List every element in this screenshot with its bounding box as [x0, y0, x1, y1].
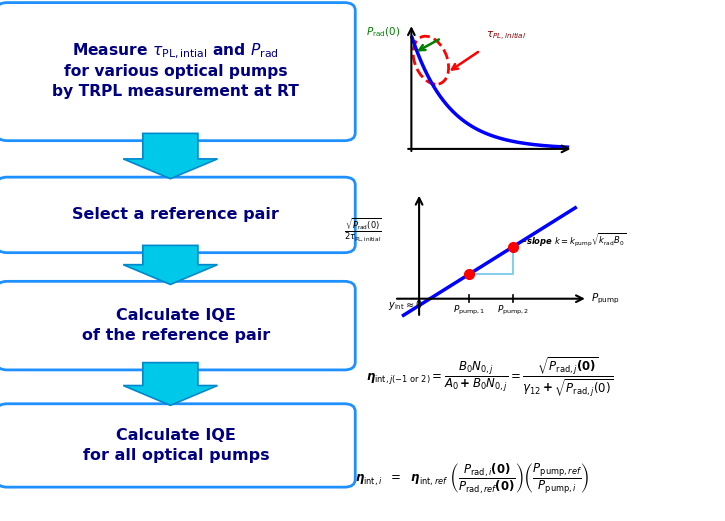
Text: Calculate IQE: Calculate IQE: [116, 428, 236, 443]
Text: of the reference pair: of the reference pair: [82, 328, 270, 343]
Text: $P_{\mathrm{pump,1}}$: $P_{\mathrm{pump,1}}$: [453, 304, 485, 317]
Polygon shape: [123, 245, 218, 284]
Text: $y_{\mathrm{int}} \approx 0$: $y_{\mathrm{int}} \approx 0$: [388, 298, 423, 312]
Text: Select a reference pair: Select a reference pair: [72, 207, 279, 222]
Text: $\tau_{PL,initial}$: $\tau_{PL,initial}$: [486, 30, 526, 43]
Text: by TRPL measurement at RT: by TRPL measurement at RT: [52, 84, 299, 99]
Text: Calculate IQE: Calculate IQE: [116, 308, 236, 323]
FancyBboxPatch shape: [0, 404, 355, 487]
Polygon shape: [123, 133, 218, 179]
Text: for all optical pumps: for all optical pumps: [83, 448, 269, 463]
FancyBboxPatch shape: [0, 177, 355, 253]
Polygon shape: [123, 363, 218, 405]
Text: $-$slope $k=k_{\mathrm{pump}}\sqrt{k_{\mathrm{rad}}B_0}$: $-$slope $k=k_{\mathrm{pump}}\sqrt{k_{\m…: [519, 232, 626, 249]
Text: for various optical pumps: for various optical pumps: [64, 64, 288, 79]
FancyBboxPatch shape: [0, 3, 355, 141]
Text: $\boldsymbol{\eta}_{\mathrm{int},j(-1\ \mathrm{or}\ 2)} = \dfrac{\boldsymbol{B_0: $\boldsymbol{\eta}_{\mathrm{int},j(-1\ \…: [366, 356, 613, 400]
Text: $P_{\mathrm{rad}}(0)$: $P_{\mathrm{rad}}(0)$: [366, 26, 401, 40]
Text: $P_{\mathrm{pump}}$: $P_{\mathrm{pump}}$: [591, 292, 620, 306]
Text: $P_{\mathrm{pump,2}}$: $P_{\mathrm{pump,2}}$: [497, 304, 529, 317]
FancyBboxPatch shape: [0, 281, 355, 370]
Text: Measure $\tau_{\mathrm{PL,intial}}$ and $P_{\mathrm{rad}}$: Measure $\tau_{\mathrm{PL,intial}}$ and …: [72, 42, 279, 61]
Text: $\boldsymbol{\eta}_{\mathrm{int},i}\ \ =\ \ \boldsymbol{\eta}_{\mathrm{int},ref}: $\boldsymbol{\eta}_{\mathrm{int},i}\ \ =…: [355, 462, 590, 497]
Text: $\frac{\sqrt{P_{\mathrm{rad}}(0)}}{2\tau_{\mathrm{PL,initial}}}$: $\frac{\sqrt{P_{\mathrm{rad}}(0)}}{2\tau…: [344, 217, 382, 244]
